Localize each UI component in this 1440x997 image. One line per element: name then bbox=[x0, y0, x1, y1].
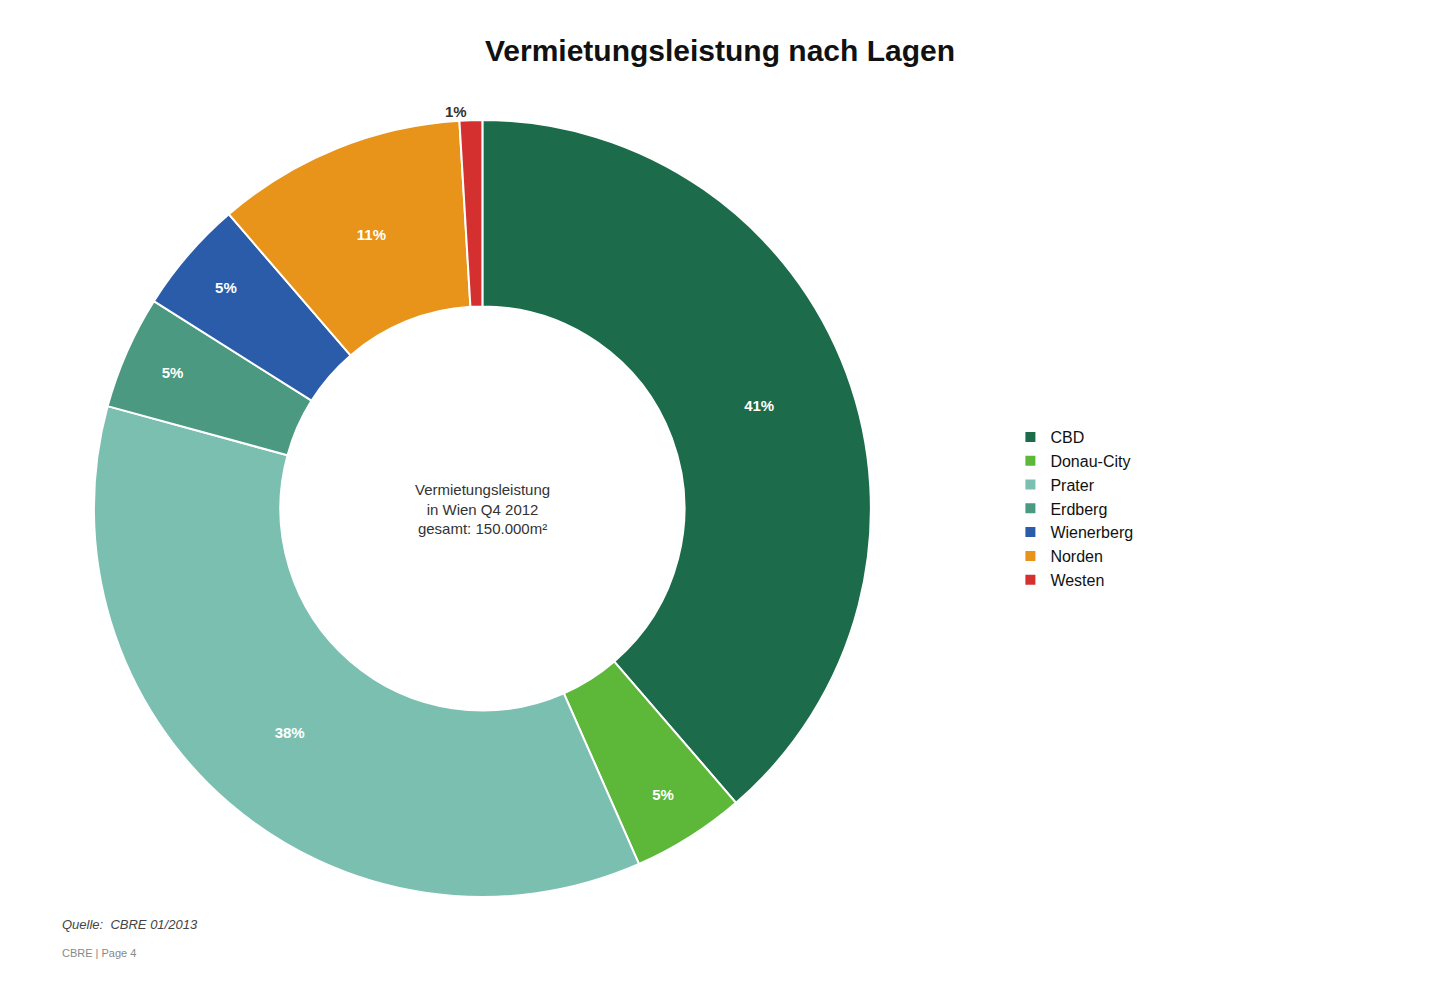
svg-text:Erdberg: Erdberg bbox=[1050, 501, 1107, 518]
svg-text:Wienerberg: Wienerberg bbox=[1050, 524, 1133, 541]
svg-text:Prater: Prater bbox=[1050, 477, 1094, 494]
svg-text:1%: 1% bbox=[445, 103, 467, 120]
svg-text:Norden: Norden bbox=[1050, 548, 1102, 565]
svg-text:5%: 5% bbox=[162, 364, 184, 381]
svg-text:CBRE | Page 4: CBRE | Page 4 bbox=[62, 947, 136, 959]
svg-text:Quelle: CBRE 01/2013: Quelle: CBRE 01/2013 bbox=[62, 917, 198, 932]
svg-text:11%: 11% bbox=[357, 226, 386, 243]
svg-text:CBD: CBD bbox=[1050, 429, 1084, 446]
svg-text:5%: 5% bbox=[215, 279, 237, 296]
svg-text:38%: 38% bbox=[275, 724, 305, 741]
svg-text:Vermietungsleistung nach Lagen: Vermietungsleistung nach Lagen bbox=[485, 34, 955, 67]
svg-text:Vermietungsleistungin Wien Q4: Vermietungsleistungin Wien Q4 2012gesamt… bbox=[415, 481, 550, 537]
svg-text:5%: 5% bbox=[652, 786, 674, 803]
svg-text:41%: 41% bbox=[744, 397, 774, 414]
svg-text:Westen: Westen bbox=[1050, 572, 1104, 589]
svg-text:Donau-City: Donau-City bbox=[1050, 453, 1130, 470]
